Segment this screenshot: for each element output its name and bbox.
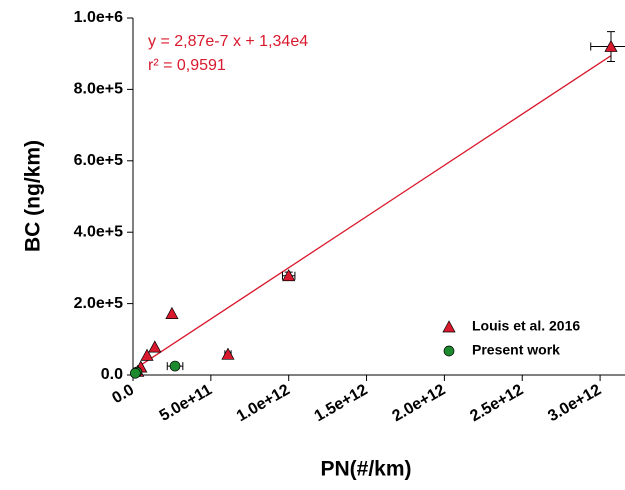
x-tick-label: 2.5e+12 [467, 381, 526, 425]
y-tick-label: 2.0e+5 [74, 295, 123, 312]
x-tick-label: 2.0e+12 [390, 381, 449, 425]
fit-line [132, 55, 612, 371]
x-tick-label: 3.0e+12 [545, 381, 604, 425]
y-tick-label: 6.0e+5 [74, 152, 123, 169]
x-tick-label: 1.5e+12 [312, 381, 371, 425]
point [282, 269, 296, 282]
point [169, 360, 181, 372]
point [165, 306, 179, 319]
point [129, 367, 141, 379]
legend-label: Louis et al. 2016 [472, 318, 580, 334]
x-tick-label: 0.0 [109, 381, 137, 407]
legend-marker [442, 320, 456, 333]
legend-marker [443, 345, 455, 357]
x-axis-title: PN(#/km) [320, 458, 411, 481]
x-tick-label: 1.0e+12 [234, 381, 293, 425]
y-tick-label: 0.0 [101, 366, 123, 383]
fit-equation: y = 2,87e-7 x + 1,34e4 [148, 33, 308, 50]
y-tick-label: 8.0e+5 [74, 81, 123, 98]
y-axis-title: BC (ng/km) [22, 140, 45, 252]
y-tick-label: 4.0e+5 [74, 223, 123, 240]
point [221, 347, 235, 360]
fit-r2: r² = 0,9591 [148, 57, 226, 74]
point [604, 39, 618, 52]
x-tick-label: 5.0e+11 [157, 381, 215, 424]
y-tick-label: 1.0e+6 [74, 9, 123, 26]
point [148, 340, 162, 353]
legend-label: Present work [472, 342, 560, 358]
point [140, 348, 154, 361]
